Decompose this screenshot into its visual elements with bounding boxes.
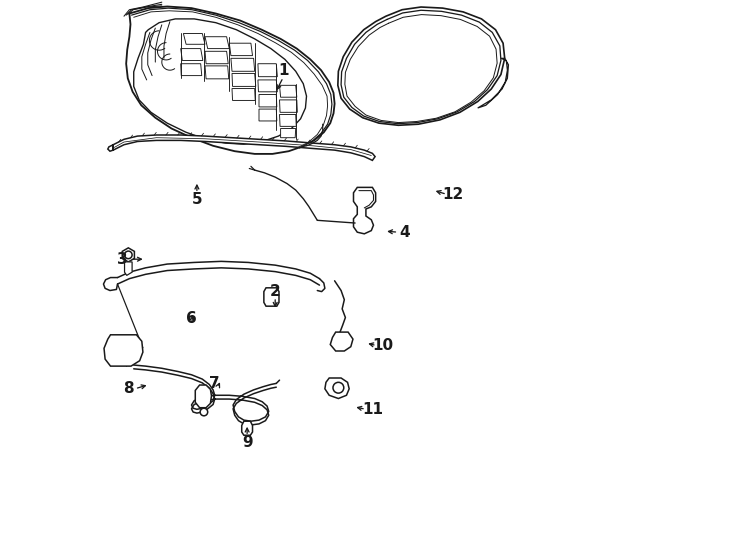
Polygon shape — [325, 378, 349, 399]
Polygon shape — [280, 114, 297, 126]
Text: 6: 6 — [186, 311, 197, 326]
Polygon shape — [126, 6, 335, 154]
Polygon shape — [104, 335, 143, 366]
Text: 10: 10 — [373, 338, 393, 353]
Polygon shape — [232, 73, 255, 86]
Polygon shape — [280, 85, 297, 97]
Text: 8: 8 — [123, 381, 134, 396]
Polygon shape — [195, 385, 211, 408]
Polygon shape — [231, 58, 255, 71]
Polygon shape — [259, 94, 277, 107]
Polygon shape — [338, 7, 505, 125]
Text: 5: 5 — [192, 192, 202, 207]
Polygon shape — [181, 64, 202, 76]
Circle shape — [125, 251, 132, 259]
Text: 9: 9 — [241, 435, 252, 450]
Polygon shape — [241, 421, 252, 435]
Polygon shape — [280, 129, 296, 138]
Polygon shape — [134, 19, 307, 144]
Polygon shape — [280, 100, 297, 112]
Text: 4: 4 — [399, 225, 410, 240]
Polygon shape — [258, 80, 277, 92]
Polygon shape — [205, 51, 228, 64]
Text: 3: 3 — [117, 252, 128, 267]
Polygon shape — [264, 288, 279, 306]
Text: 2: 2 — [270, 284, 280, 299]
Polygon shape — [123, 248, 134, 262]
Polygon shape — [184, 33, 205, 44]
Circle shape — [333, 382, 344, 393]
Polygon shape — [259, 109, 277, 121]
Polygon shape — [330, 332, 353, 351]
Text: 7: 7 — [209, 376, 220, 391]
Text: 1: 1 — [278, 63, 288, 78]
Circle shape — [200, 408, 208, 416]
Polygon shape — [354, 187, 376, 234]
Text: 12: 12 — [443, 187, 464, 202]
Polygon shape — [108, 135, 375, 160]
Text: 11: 11 — [362, 402, 383, 417]
Polygon shape — [478, 58, 509, 108]
Polygon shape — [258, 64, 277, 77]
Polygon shape — [229, 43, 252, 56]
Polygon shape — [205, 66, 229, 79]
Polygon shape — [205, 37, 229, 49]
Polygon shape — [181, 49, 203, 60]
Polygon shape — [232, 89, 255, 100]
Polygon shape — [125, 262, 132, 275]
